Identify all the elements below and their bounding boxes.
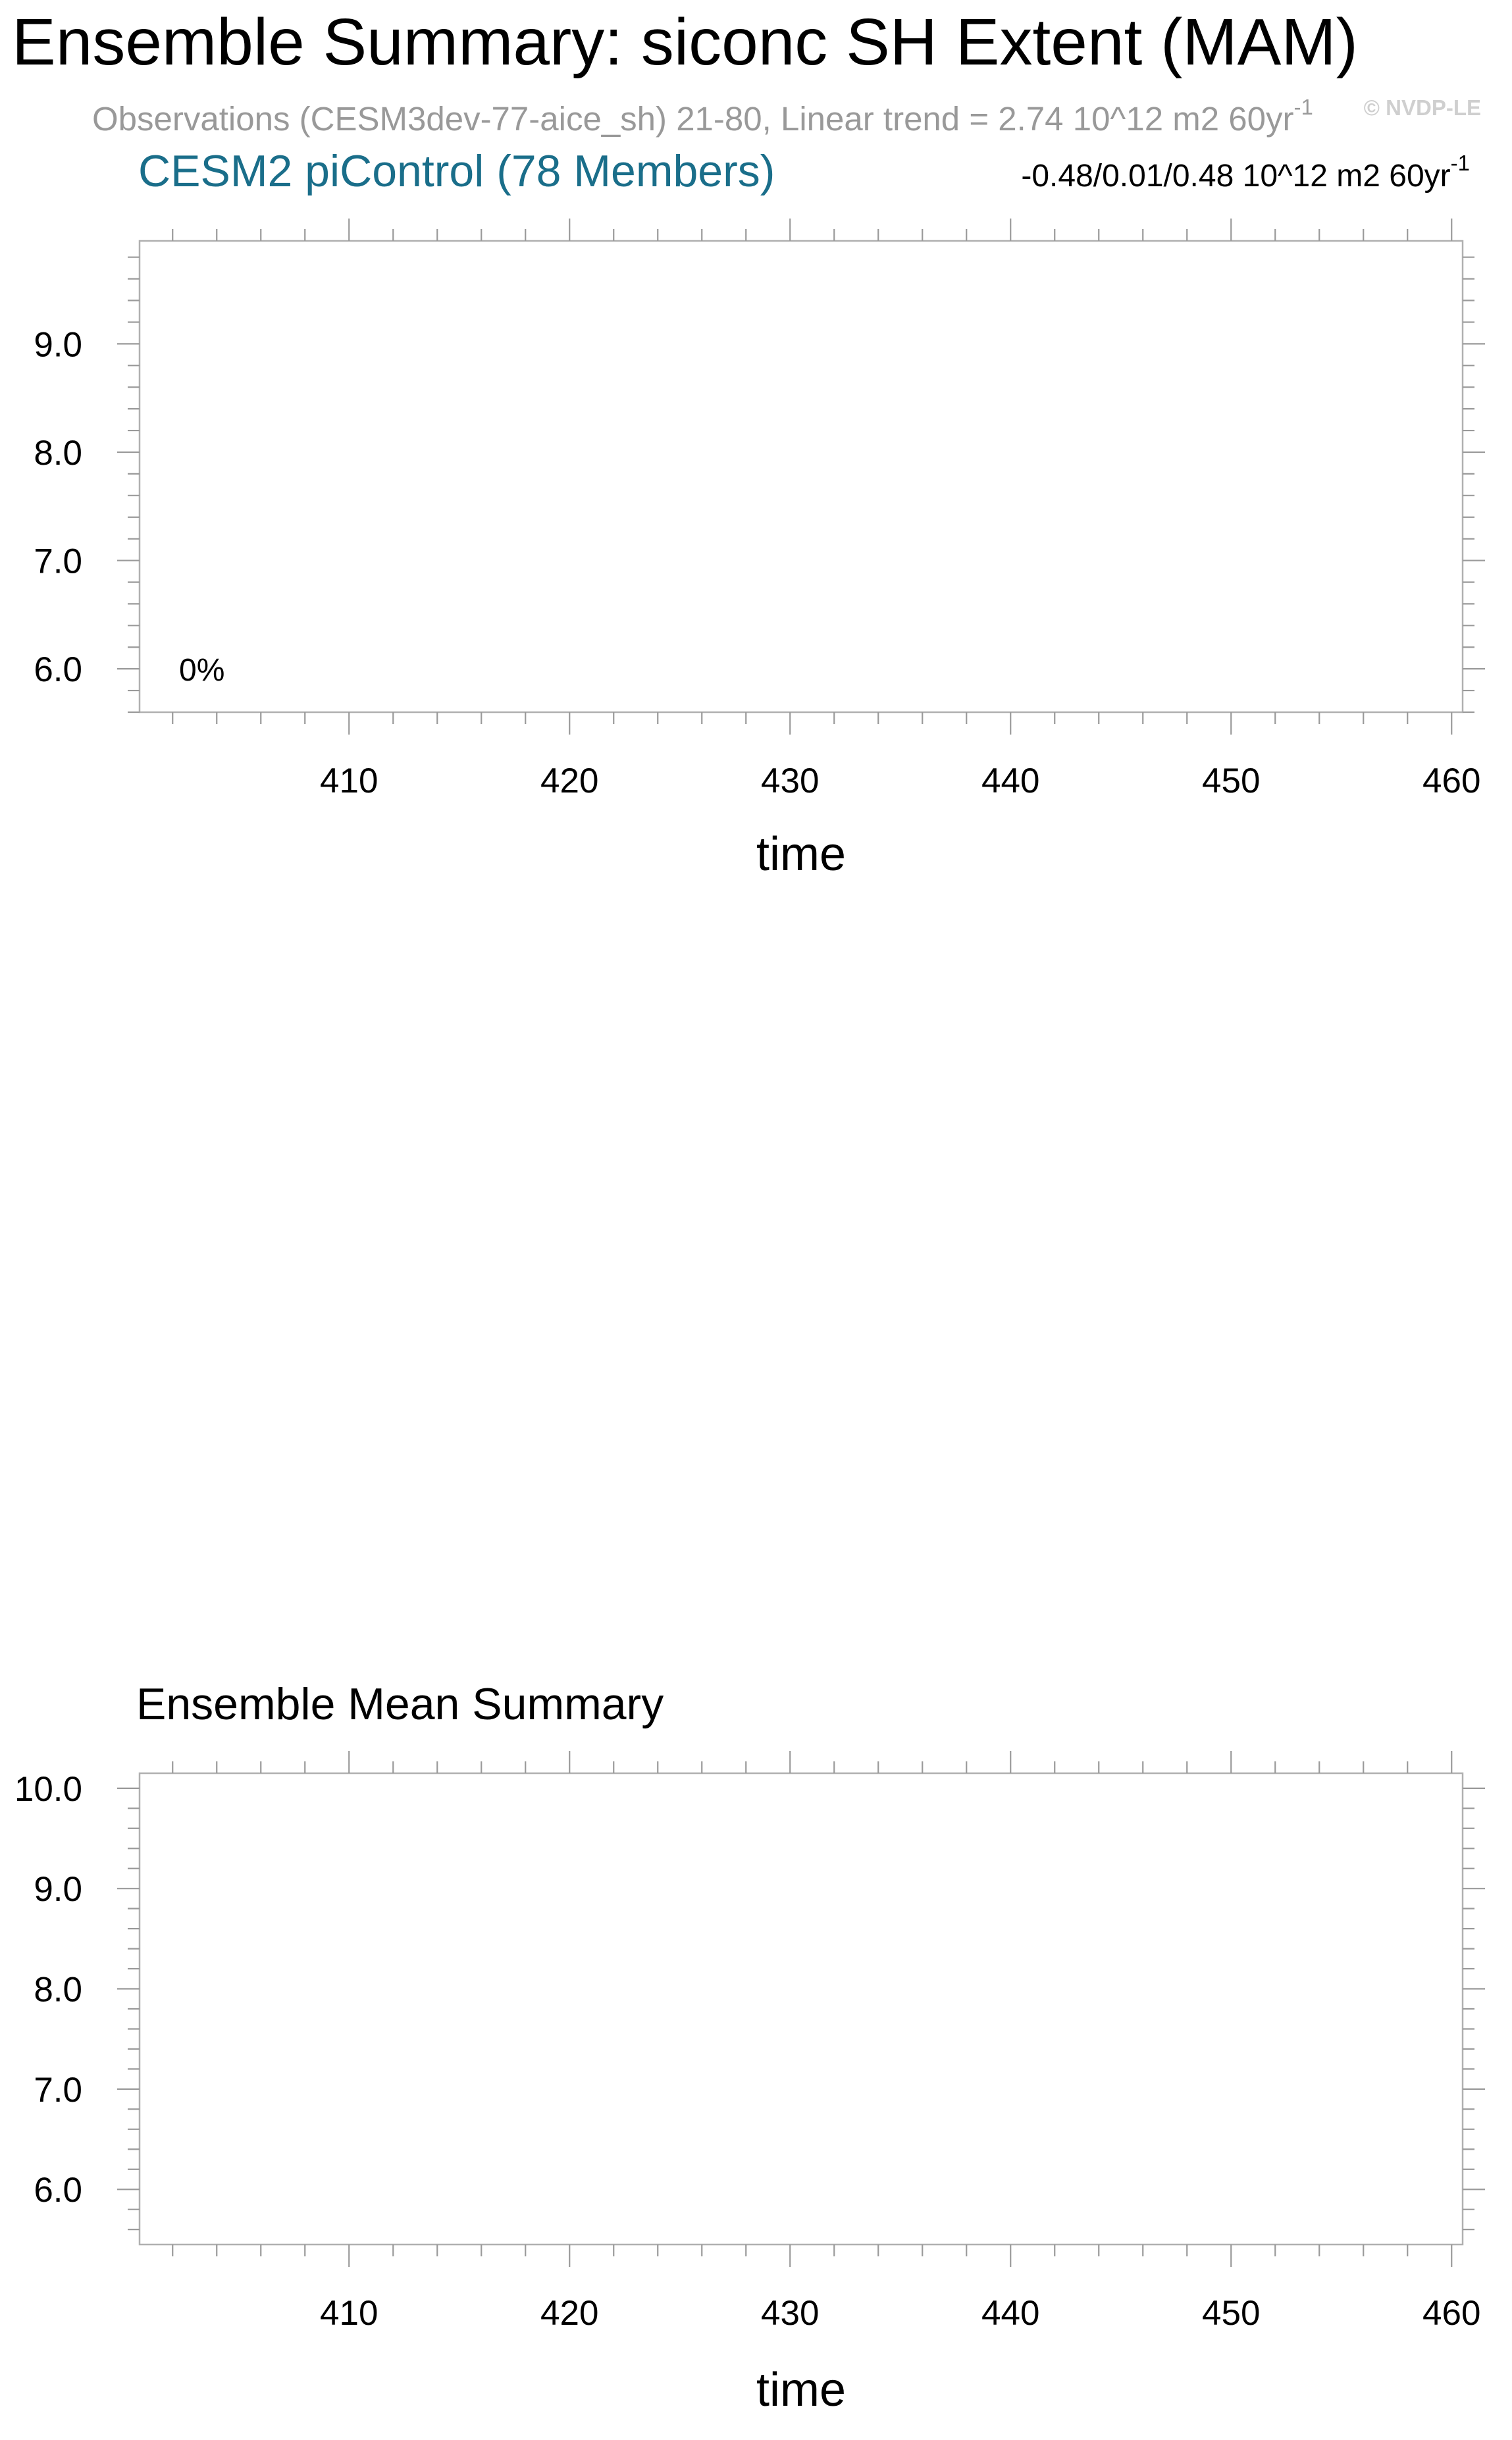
panel-ensemble-mean-summary: Ensemble Mean Summary 410 420 430 440 450 460… (14, 1679, 1485, 2416)
watermark: © NVDP-LE (1364, 95, 1481, 120)
panel1-trend-stats-text: -0.48/0.01/0.48 10^12 m2 60yr (1021, 159, 1450, 194)
observations-trend-text: Observations (CESM3dev-77-aice_sh) 21-80… (92, 100, 1294, 138)
figure-title: Ensemble Summary: siconc SH Extent (MAM) (12, 5, 1358, 79)
y-tick-label: 8.0 (34, 434, 82, 473)
y-tick-label: 7.0 (34, 2071, 82, 2110)
panel1-x-tick-labels: 410 420 430 440 450 460 (320, 762, 1480, 800)
panel2-plot-frame (138, 1772, 1464, 2246)
panel2-y-tick-labels: 6.0 7.0 8.0 9.0 10.0 (14, 1770, 82, 2210)
x-tick-label: 430 (761, 762, 819, 800)
y-tick-label: 10.0 (14, 1770, 82, 1809)
panel2-subtitle: Ensemble Mean Summary (136, 1679, 664, 1729)
y-tick-label: 9.0 (34, 325, 82, 364)
x-tick-label: 450 (1202, 2294, 1260, 2333)
x-tick-label: 450 (1202, 762, 1260, 800)
observations-trend-line: Observations (CESM3dev-77-aice_sh) 21-80… (92, 95, 1313, 138)
x-tick-label: 460 (1422, 762, 1480, 800)
panel1-tick-marks (117, 219, 1485, 735)
y-tick-label: 9.0 (34, 1870, 82, 1909)
panel1-trend-stats-superscript: -1 (1451, 151, 1470, 175)
y-tick-label: 6.0 (34, 2171, 82, 2210)
panel1-x-axis-label: time (756, 828, 846, 881)
x-tick-label: 410 (320, 762, 378, 800)
panel1-subtitle: CESM2 piControl (78 Members) (138, 146, 775, 196)
x-tick-label: 410 (320, 2294, 378, 2333)
panel1-trend-stats: -0.48/0.01/0.48 10^12 m2 60yr-1 (1021, 151, 1470, 194)
x-tick-label: 440 (981, 2294, 1039, 2333)
observations-trend-superscript: -1 (1294, 95, 1313, 119)
x-tick-label: 430 (761, 2294, 819, 2333)
panel-members-summary: CESM2 piControl (78 Members) -0.48/0.01/… (34, 146, 1485, 881)
x-tick-label: 420 (540, 762, 598, 800)
panel1-y-tick-labels: 6.0 7.0 8.0 9.0 (34, 325, 82, 689)
panel2-x-axis-label: time (756, 2364, 846, 2416)
panel1-percent-annotation: 0% (179, 653, 224, 688)
y-tick-label: 7.0 (34, 542, 82, 581)
panel2-tick-marks (117, 1751, 1485, 2267)
x-tick-label: 460 (1422, 2294, 1480, 2333)
panel1-plot-frame (138, 240, 1464, 714)
x-tick-label: 420 (540, 2294, 598, 2333)
panel2-x-tick-labels: 410 420 430 440 450 460 (320, 2294, 1480, 2333)
y-tick-label: 8.0 (34, 1971, 82, 2010)
y-tick-label: 6.0 (34, 650, 82, 689)
x-tick-label: 440 (981, 762, 1039, 800)
